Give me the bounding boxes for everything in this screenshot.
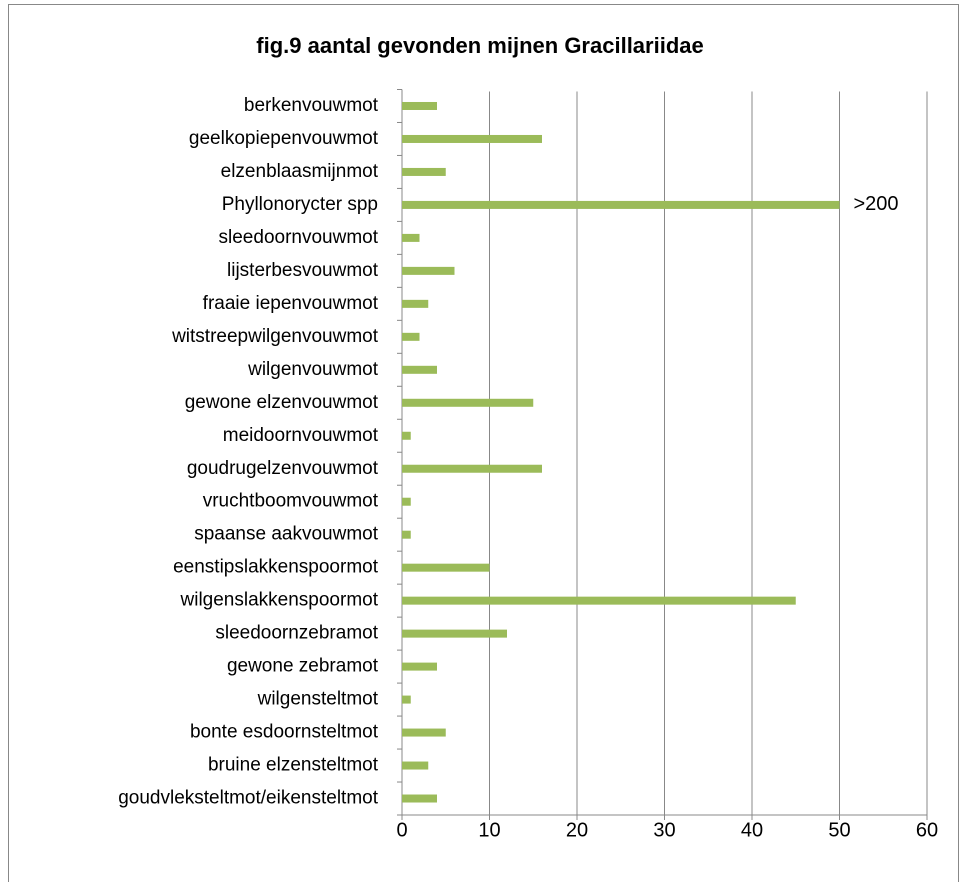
y-tick-label: wilgenvouwmot	[247, 359, 379, 380]
bar	[402, 497, 411, 506]
y-tick-label: lijsterbesvouwmot	[227, 260, 379, 281]
bar	[402, 629, 507, 638]
x-tick-label: 0	[396, 819, 407, 841]
annotation: >200	[854, 193, 899, 215]
y-tick-label: eenstipslakkenspoormot	[173, 557, 379, 578]
y-tick-label: bonte esdoornsteltmot	[190, 722, 379, 743]
x-tick-label: 20	[566, 819, 588, 841]
bar	[402, 530, 411, 539]
bar	[402, 200, 840, 209]
bar	[402, 662, 437, 671]
y-tick-label: meidoornvouwmot	[223, 425, 379, 446]
bar	[402, 134, 542, 143]
x-tick-label: 40	[741, 819, 763, 841]
y-tick-label: witstreepwilgenvouwmot	[171, 326, 379, 347]
y-tick-label: geelkopiepenvouwmot	[189, 128, 379, 149]
bar	[402, 596, 796, 605]
y-tick-label: goudvleksteltmot/eikensteltmot	[118, 788, 379, 809]
bar	[402, 563, 490, 572]
chart-title: fig.9 aantal gevonden mijnen Gracillarii…	[256, 33, 703, 58]
x-tick-label: 60	[916, 819, 938, 841]
y-tick-label: gewone elzenvouwmot	[185, 392, 379, 413]
bar	[402, 332, 420, 341]
y-tick-label: wilgensteltmot	[257, 689, 379, 710]
y-tick-label: Phyllonorycter spp	[222, 194, 378, 215]
bar	[402, 761, 429, 770]
bar	[402, 794, 437, 803]
y-tick-label: sleedoornzebramot	[215, 623, 378, 644]
chart-border	[8, 4, 959, 882]
x-tick-label: 10	[478, 819, 500, 841]
x-tick-label: 50	[828, 819, 850, 841]
bar	[402, 233, 420, 242]
bar	[402, 431, 411, 440]
y-tick-label: gewone zebramot	[227, 656, 379, 677]
y-tick-label: fraaie iepenvouwmot	[203, 293, 379, 314]
bar	[402, 695, 411, 704]
bar	[402, 101, 437, 110]
y-tick-label: wilgenslakkenspoormot	[180, 590, 379, 611]
y-tick-label: sleedoornvouwmot	[219, 227, 379, 248]
y-tick-label: bruine elzensteltmot	[208, 755, 379, 776]
y-tick-label: spaanse aakvouwmot	[194, 524, 378, 545]
bar	[402, 464, 542, 473]
y-tick-label: berkenvouwmot	[244, 95, 379, 116]
bar	[402, 728, 446, 737]
bar	[402, 299, 429, 308]
y-tick-label: elzenblaasmijnmot	[221, 161, 379, 182]
bar	[402, 266, 455, 275]
bar	[402, 365, 437, 374]
x-tick-label: 30	[653, 819, 675, 841]
y-tick-label: vruchtboomvouwmot	[203, 491, 379, 512]
bar	[402, 398, 534, 407]
y-tick-label: goudrugelzenvouwmot	[187, 458, 379, 479]
bar	[402, 167, 446, 176]
